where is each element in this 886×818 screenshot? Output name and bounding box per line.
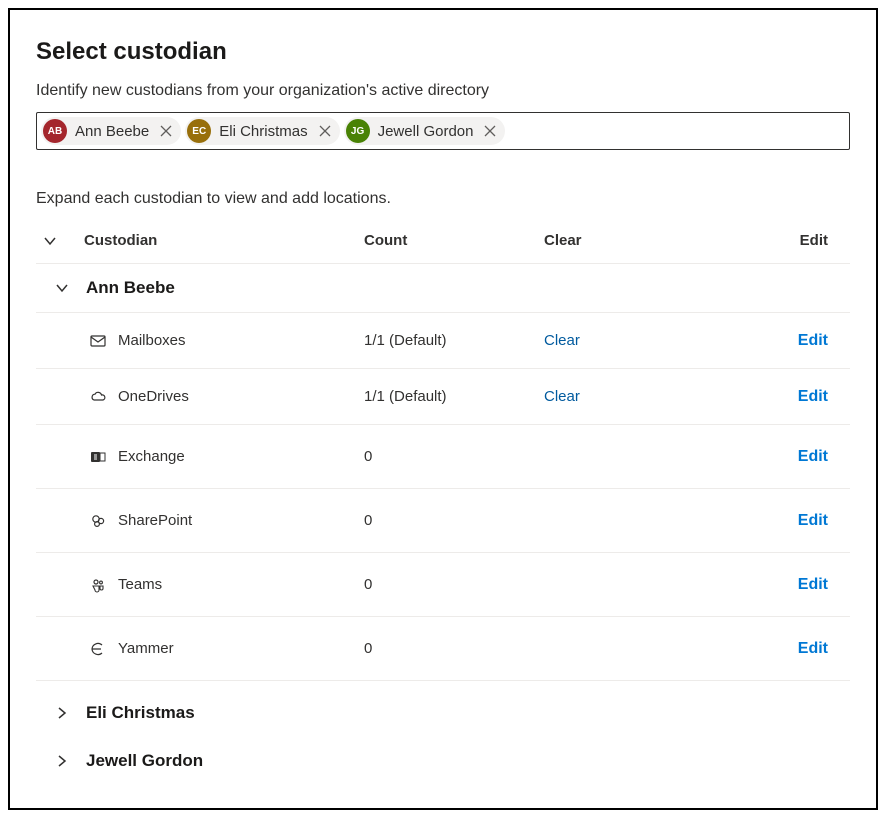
location-name: Yammer bbox=[118, 640, 364, 657]
page-subtitle: Identify new custodians from your organi… bbox=[36, 82, 850, 100]
location-row: Teams 0 Edit bbox=[36, 552, 850, 616]
custodian-locations: Mailboxes 1/1 (Default) Clear Edit OneDr… bbox=[36, 312, 850, 680]
custodian-chip: AB Ann Beebe bbox=[41, 117, 181, 145]
remove-chip-icon[interactable] bbox=[316, 122, 334, 140]
chevron-right-icon[interactable] bbox=[48, 754, 76, 768]
edit-link[interactable]: Edit bbox=[798, 640, 828, 657]
location-count: 0 bbox=[364, 512, 544, 529]
page-title: Select custodian bbox=[36, 38, 850, 66]
yammer-icon bbox=[90, 641, 106, 657]
custodian-row[interactable]: Eli Christmas bbox=[36, 680, 850, 737]
expand-all-icon[interactable] bbox=[36, 234, 64, 248]
location-row: Exchange 0 Edit bbox=[36, 424, 850, 488]
chip-label: Eli Christmas bbox=[219, 123, 307, 140]
location-count: 0 bbox=[364, 448, 544, 465]
avatar: JG bbox=[346, 119, 370, 143]
chip-label: Ann Beebe bbox=[75, 123, 149, 140]
location-count: 1/1 (Default) bbox=[364, 388, 544, 405]
exchange-icon bbox=[90, 449, 106, 465]
expand-hint: Expand each custodian to view and add lo… bbox=[36, 190, 850, 208]
avatar: EC bbox=[187, 119, 211, 143]
teams-icon bbox=[90, 577, 106, 593]
edit-link[interactable]: Edit bbox=[798, 576, 828, 593]
location-name: OneDrives bbox=[118, 388, 364, 405]
edit-link[interactable]: Edit bbox=[798, 388, 828, 405]
table-header: Custodian Count Clear Edit bbox=[36, 224, 850, 264]
edit-link[interactable]: Edit bbox=[798, 448, 828, 465]
location-row: OneDrives 1/1 (Default) Clear Edit bbox=[36, 368, 850, 424]
avatar: AB bbox=[43, 119, 67, 143]
sharepoint-icon bbox=[90, 513, 106, 529]
location-name: SharePoint bbox=[118, 512, 364, 529]
chip-label: Jewell Gordon bbox=[378, 123, 474, 140]
chevron-down-icon[interactable] bbox=[48, 281, 76, 295]
col-custodian: Custodian bbox=[84, 232, 364, 249]
remove-chip-icon[interactable] bbox=[481, 122, 499, 140]
location-count: 1/1 (Default) bbox=[364, 332, 544, 349]
custodian-row[interactable]: Jewell Gordon bbox=[36, 737, 850, 785]
clear-link[interactable]: Clear bbox=[544, 332, 744, 349]
col-edit: Edit bbox=[744, 232, 850, 249]
custodian-name: Ann Beebe bbox=[86, 278, 175, 298]
custodian-name: Jewell Gordon bbox=[86, 751, 203, 771]
custodian-chip: JG Jewell Gordon bbox=[344, 117, 506, 145]
remove-chip-icon[interactable] bbox=[157, 122, 175, 140]
location-name: Teams bbox=[118, 576, 364, 593]
custodian-row[interactable]: Ann Beebe bbox=[36, 264, 850, 312]
onedrive-icon bbox=[90, 389, 106, 405]
custodian-name: Eli Christmas bbox=[86, 703, 195, 723]
location-name: Mailboxes bbox=[118, 332, 364, 349]
location-row: SharePoint 0 Edit bbox=[36, 488, 850, 552]
location-count: 0 bbox=[364, 576, 544, 593]
custodian-picker-field[interactable]: AB Ann Beebe EC Eli Christmas JG Jewell … bbox=[36, 112, 850, 150]
clear-link[interactable]: Clear bbox=[544, 388, 744, 405]
custodian-chip: EC Eli Christmas bbox=[185, 117, 339, 145]
mailbox-icon bbox=[90, 333, 106, 349]
edit-link[interactable]: Edit bbox=[798, 332, 828, 349]
col-clear: Clear bbox=[544, 232, 744, 249]
select-custodian-panel: Select custodian Identify new custodians… bbox=[8, 8, 878, 810]
col-count: Count bbox=[364, 232, 544, 249]
location-count: 0 bbox=[364, 640, 544, 657]
location-row: Mailboxes 1/1 (Default) Clear Edit bbox=[36, 312, 850, 368]
location-row: Yammer 0 Edit bbox=[36, 616, 850, 680]
chevron-right-icon[interactable] bbox=[48, 706, 76, 720]
edit-link[interactable]: Edit bbox=[798, 512, 828, 529]
location-name: Exchange bbox=[118, 448, 364, 465]
